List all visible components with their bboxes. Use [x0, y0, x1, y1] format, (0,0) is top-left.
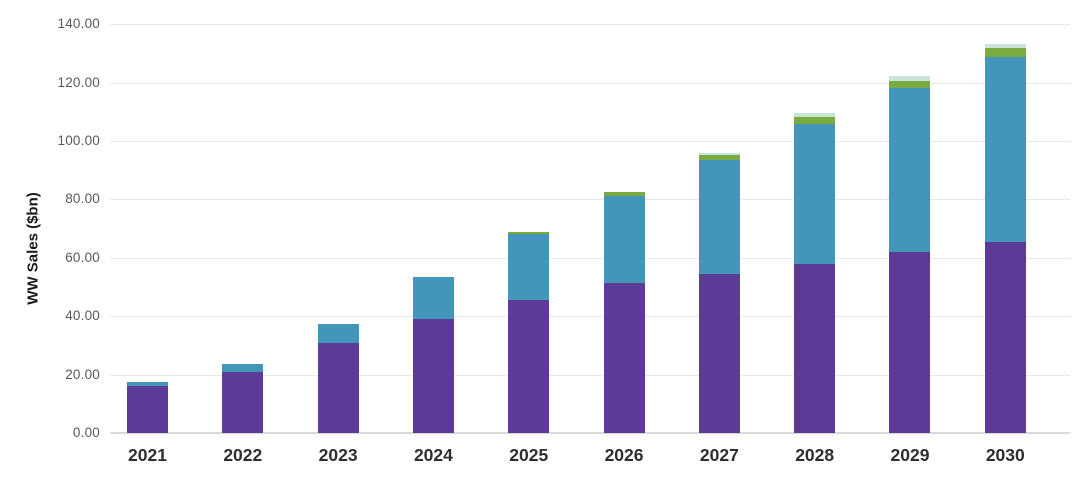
x-axis-line — [110, 432, 1070, 434]
bar-2026 — [603, 192, 645, 433]
bar-2024 — [412, 276, 454, 433]
x-tick-label-2026: 2026 — [604, 445, 644, 465]
bar-segment-green-segment — [984, 47, 1026, 58]
y-tick-label: 40.00 — [65, 308, 100, 324]
bar-segment-light-teal-segment — [889, 75, 931, 81]
y-axis-title: WW Sales ($bn) — [24, 192, 42, 305]
bar-2028 — [794, 112, 836, 433]
bar-segment-light-teal-segment — [794, 112, 836, 117]
bar-segment-blue-segment — [508, 233, 550, 301]
y-tick-label: 20.00 — [65, 366, 100, 382]
bar-segment-purple-segment — [222, 372, 264, 433]
x-tick-label-2021: 2021 — [128, 445, 167, 465]
x-tick-label-2025: 2025 — [509, 445, 549, 465]
bar-segment-purple-segment — [127, 385, 168, 433]
gridline — [110, 24, 1070, 26]
bar-segment-blue-segment — [794, 123, 836, 264]
bar-segment-purple-segment — [984, 242, 1026, 433]
bar-2021 — [127, 381, 168, 433]
bar-segment-blue-segment — [603, 195, 645, 283]
x-tick-label-2027: 2027 — [699, 445, 739, 465]
y-tick-label: 0.00 — [72, 425, 100, 440]
x-tick-label-2024: 2024 — [413, 445, 453, 465]
x-tick-label-2030: 2030 — [985, 445, 1025, 465]
gridline — [110, 199, 1070, 201]
bar-segment-green-segment — [794, 116, 836, 124]
bar-segment-green-segment — [698, 154, 740, 160]
bar-segment-blue-segment — [889, 88, 931, 253]
gridline — [110, 141, 1070, 143]
x-tick-label-2023: 2023 — [318, 445, 358, 465]
x-tick-label-2028: 2028 — [795, 445, 835, 465]
bar-segment-light-teal-segment — [698, 153, 740, 155]
bar-segment-blue-segment — [317, 323, 359, 343]
bar-2023 — [317, 323, 359, 433]
y-tick-label: 100.00 — [57, 133, 100, 149]
x-tick-label-2029: 2029 — [890, 445, 930, 465]
bar-2027 — [698, 153, 740, 433]
y-tick-label: 80.00 — [65, 191, 100, 207]
gridline — [110, 374, 1070, 376]
bar-2030 — [984, 43, 1026, 433]
bar-segment-green-segment — [603, 192, 645, 196]
bar-segment-purple-segment — [317, 342, 359, 433]
x-tick-label-2022: 2022 — [223, 445, 263, 465]
bar-segment-purple-segment — [603, 282, 645, 433]
bar-segment-blue-segment — [127, 381, 168, 386]
bar-segment-purple-segment — [794, 263, 836, 433]
bar-2022 — [222, 363, 264, 433]
gridline — [110, 316, 1070, 318]
bar-segment-purple-segment — [508, 300, 550, 433]
y-tick-label: 120.00 — [57, 74, 100, 90]
bar-segment-purple-segment — [698, 274, 740, 433]
y-tick-label: 60.00 — [65, 249, 100, 265]
bar-segment-green-segment — [508, 232, 550, 234]
bar-segment-green-segment — [889, 80, 931, 89]
bar-segment-blue-segment — [984, 57, 1026, 243]
gridline — [110, 257, 1070, 259]
bar-segment-purple-segment — [889, 252, 931, 433]
bar-segment-light-teal-segment — [984, 43, 1026, 48]
bar-2029 — [889, 75, 931, 433]
gridline — [110, 82, 1070, 84]
y-tick-label: 140.00 — [57, 16, 100, 32]
bar-segment-purple-segment — [412, 319, 454, 433]
bar-segment-blue-segment — [698, 159, 740, 275]
bar-segment-blue-segment — [222, 363, 264, 373]
bar-segment-blue-segment — [412, 276, 454, 320]
bar-2025 — [508, 232, 550, 433]
